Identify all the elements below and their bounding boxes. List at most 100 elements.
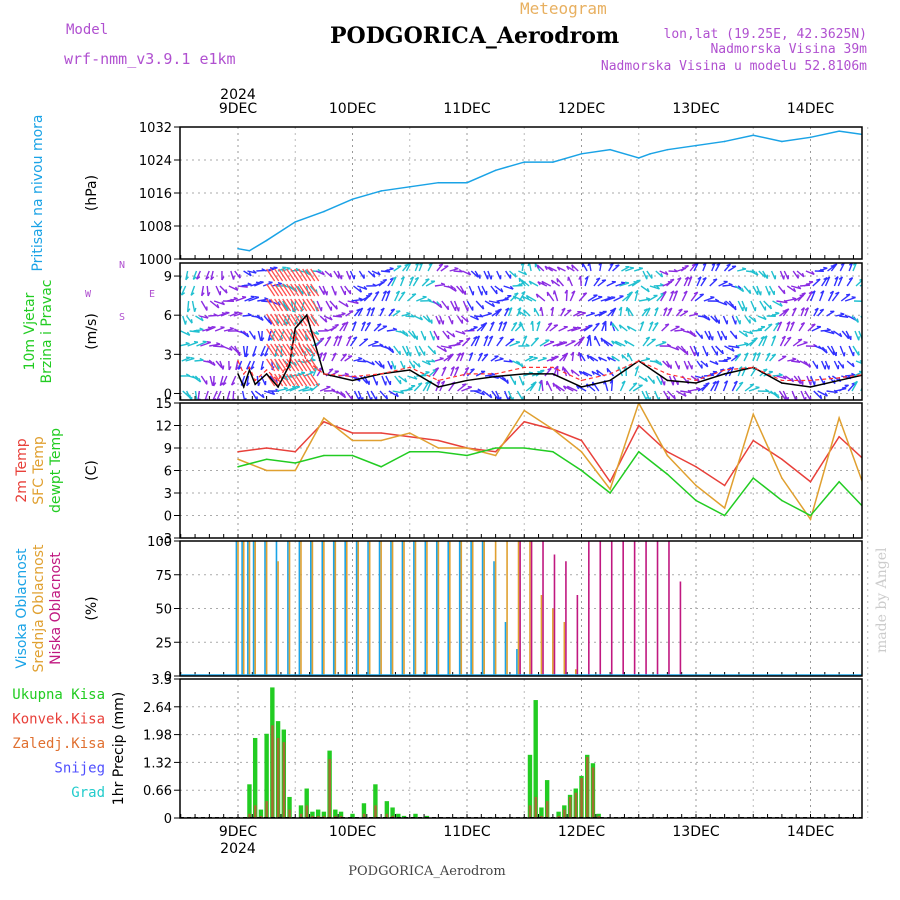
wind-arrow — [447, 353, 454, 362]
wind-arrow-head — [283, 386, 288, 390]
wind-arrow — [230, 375, 237, 386]
wind-arrow-head — [467, 385, 472, 388]
wind-arrow — [215, 285, 221, 296]
wind-arrow-head — [738, 366, 743, 370]
wind-arrow — [254, 315, 264, 322]
wind-arrow-head — [655, 359, 660, 363]
wind-arrow-head — [450, 284, 455, 289]
temperature-point-1 — [580, 450, 583, 453]
wind-arrow — [804, 307, 810, 317]
wind-arrow — [827, 265, 836, 272]
wind-arrow — [394, 290, 401, 302]
precip-conv-bar — [271, 725, 274, 818]
wind-arrow — [683, 360, 689, 370]
wind-arrow-head — [334, 323, 339, 327]
wind-arrow-head — [792, 357, 797, 360]
wind-arrow-head — [778, 372, 783, 376]
cloud_cover-frame — [179, 540, 863, 677]
wind-arrow-strong — [310, 283, 320, 297]
wind-arrow — [450, 366, 455, 377]
temperature-point-2 — [552, 450, 554, 453]
wind-arrow-head — [629, 266, 634, 269]
precip-total-bar — [384, 801, 390, 818]
wind-arrow-head — [440, 282, 446, 286]
wind-arrow — [837, 360, 845, 369]
wind-arrow-head — [205, 398, 209, 400]
wind-arrow — [228, 285, 239, 291]
wind-arrow — [606, 367, 615, 377]
wind-arrow-head — [673, 394, 676, 400]
wind-arrow — [476, 323, 486, 332]
wind-arrow — [742, 330, 753, 335]
wind-arrow — [453, 270, 463, 273]
wind-arrow — [556, 277, 565, 287]
wind-arrow — [425, 280, 436, 287]
wind-arrow-head — [533, 356, 538, 359]
wind-arrow-head — [607, 296, 612, 299]
wind-arrow — [709, 360, 719, 366]
wind-arrow — [791, 360, 801, 364]
wind-arrow-head — [598, 356, 602, 361]
wind-arrow — [785, 321, 791, 332]
wind-arrow-head — [755, 386, 760, 389]
wind-arrow-head — [652, 379, 656, 384]
wind-arrow-head — [612, 307, 617, 311]
wind-arrow — [263, 315, 271, 324]
wind-arrow — [365, 360, 375, 366]
wind-arrow-head — [786, 321, 791, 325]
wind-arrow-head — [523, 309, 526, 314]
wind-arrow — [466, 300, 474, 311]
wind-arrow — [182, 315, 187, 325]
wind-arrow-head — [797, 338, 803, 341]
wind-arrow — [503, 360, 513, 363]
wind-arrow-head — [530, 320, 534, 325]
wind-arrow — [285, 386, 297, 392]
wind-arrow — [701, 382, 710, 392]
wind-arrow-head — [649, 321, 654, 325]
wind-arrow — [812, 360, 819, 370]
wind-arrow-strong — [266, 358, 276, 372]
wind-arrow — [737, 300, 744, 312]
wind-arrow — [252, 345, 257, 357]
wind-arrow-head — [734, 320, 737, 325]
wind-arrow — [195, 270, 201, 280]
wind-arrow — [474, 270, 481, 279]
wind-arrow-head — [563, 352, 569, 356]
wind-arrow — [250, 360, 255, 370]
wind-arrow — [543, 341, 555, 347]
wind-arrow — [674, 360, 680, 370]
wind-arrow-head — [816, 278, 821, 281]
wind-arrow-strong — [274, 358, 284, 372]
temperature-label-0: 2m Temp — [14, 438, 30, 502]
wind-arrow — [243, 270, 252, 277]
top-day-label-4: 13DEC — [672, 101, 719, 117]
wind-arrow — [209, 343, 221, 347]
wind-arrow — [715, 345, 724, 355]
wind-arrow-head — [404, 378, 408, 383]
wind-arrow — [826, 345, 835, 356]
wind-arrow-head — [715, 380, 720, 384]
wind-frame — [179, 262, 863, 401]
temperature-point-2 — [838, 480, 840, 483]
temperature-ytick-label-5: 12 — [155, 420, 172, 435]
wind-arrow-head — [409, 276, 414, 280]
bottom-day-label-3: 12DEC — [558, 824, 605, 840]
temperature-point-1 — [380, 439, 382, 442]
wind-arrow — [709, 278, 718, 287]
wind-arrow-head — [261, 268, 266, 272]
wind-arrow-head — [508, 307, 513, 311]
wind-arrow-head — [443, 347, 447, 353]
wind-arrow — [770, 312, 780, 317]
wind-arrow-head — [264, 297, 269, 300]
wind-arrow — [702, 345, 708, 357]
wind-arrow-head — [363, 285, 368, 290]
wind-arrow-head — [186, 331, 191, 336]
wind-arrow — [453, 366, 460, 377]
wind-arrow — [381, 375, 387, 386]
wind-arrow-head — [726, 263, 731, 267]
wind-arrow — [407, 330, 416, 339]
wind-arrow-head — [318, 352, 323, 356]
wind-arrow-head — [562, 341, 568, 344]
wind-arrow — [518, 310, 527, 317]
top-day-label-3: 12DEC — [558, 101, 605, 117]
